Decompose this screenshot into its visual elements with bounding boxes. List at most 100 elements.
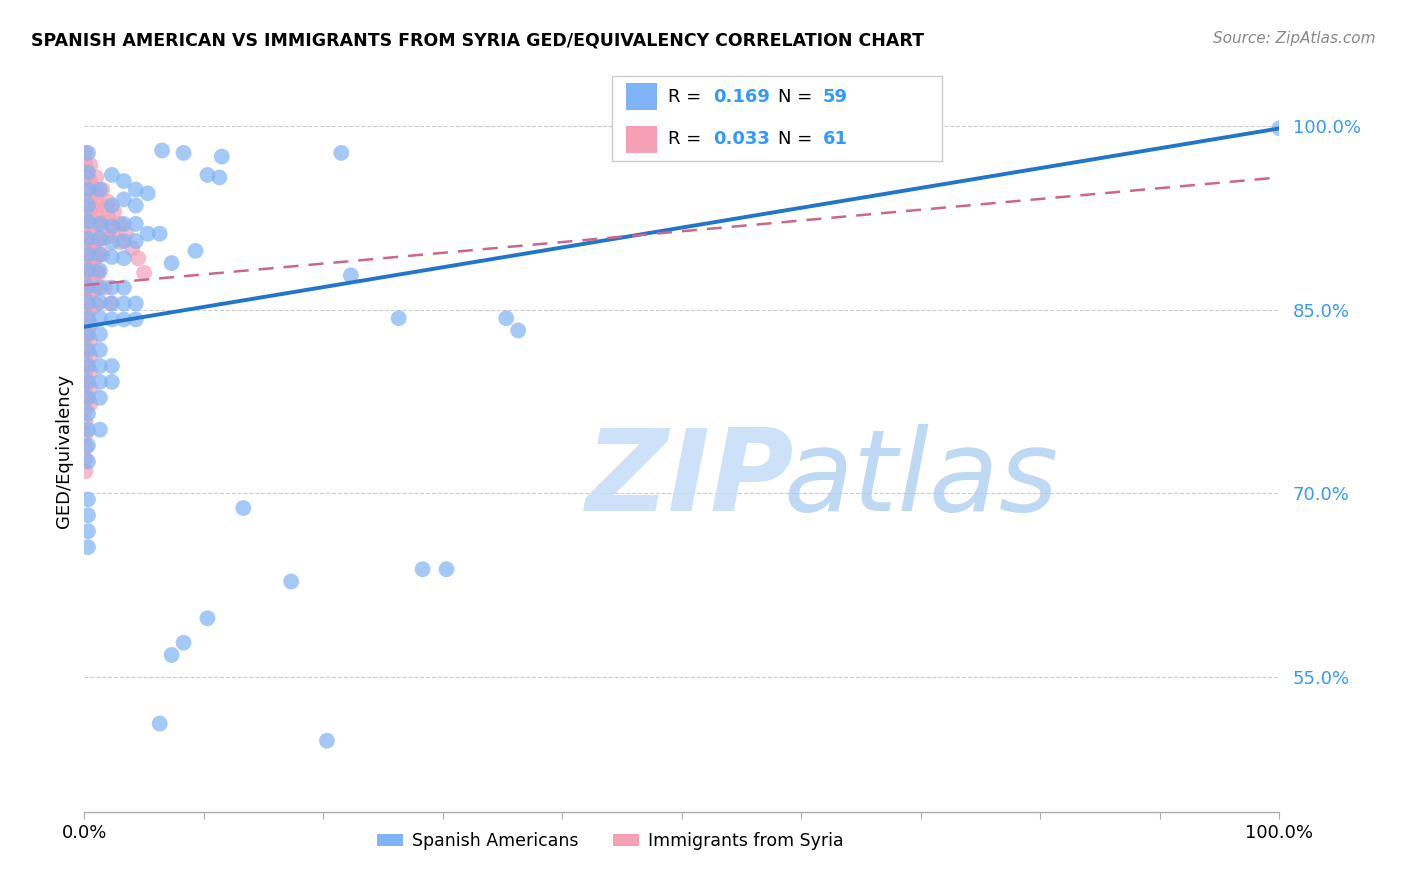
Point [101,198,124,212]
Point [87,266,110,280]
Text: N =: N = [778,88,817,106]
Point [93,280,115,294]
Point [82,235,104,250]
Point [86,298,108,312]
Text: atlas: atlas [783,424,1059,535]
Point [125,234,148,248]
Point [75,378,97,392]
Point [121,241,143,255]
Point [101,168,124,182]
Point [1268,121,1291,136]
Point [388,311,411,326]
Point [160,648,183,662]
Point [112,312,135,326]
Point [160,256,183,270]
Point [330,145,353,160]
Point [75,244,97,258]
Point [112,174,135,188]
Point [86,202,108,217]
Point [197,168,219,182]
Point [112,193,135,207]
Point [197,611,219,625]
Point [100,296,122,310]
Point [89,327,111,342]
Text: SPANISH AMERICAN VS IMMIGRANTS FROM SYRIA GED/EQUIVALENCY CORRELATION CHART: SPANISH AMERICAN VS IMMIGRANTS FROM SYRI… [31,31,924,49]
Point [75,464,97,478]
Point [101,250,124,264]
Point [77,165,100,179]
Point [91,247,114,261]
Point [89,423,111,437]
Point [101,296,124,310]
Point [75,329,97,343]
Point [125,312,148,326]
Point [97,211,120,225]
Point [79,381,101,395]
Point [77,343,100,357]
Point [75,145,97,160]
Point [77,183,100,197]
Point [75,342,97,356]
Point [89,217,111,231]
Point [86,282,108,296]
Point [115,227,138,241]
Point [77,454,100,468]
Point [79,174,101,188]
Point [232,501,254,516]
Point [77,327,100,342]
Point [103,204,125,219]
Point [150,144,173,158]
Point [75,354,97,368]
Point [101,359,124,373]
Text: R =: R = [668,130,707,148]
Point [75,158,97,172]
Point [280,574,302,589]
Y-axis label: GED/Equivalency: GED/Equivalency [55,374,73,527]
Point [79,333,101,347]
Point [82,251,104,265]
Point [316,733,339,747]
Point [79,237,101,252]
Point [77,231,100,245]
Point [89,343,111,357]
Point [89,311,111,326]
Text: 0.169: 0.169 [713,88,769,106]
Point [136,186,159,201]
Point [91,183,114,197]
Text: 61: 61 [823,130,848,148]
Point [89,391,111,405]
Point [75,440,97,454]
Point [91,198,114,212]
Text: 0.033: 0.033 [713,130,769,148]
Point [79,349,101,363]
Text: R =: R = [668,88,707,106]
Point [77,145,100,160]
Point [91,214,114,228]
Point [132,266,156,280]
Point [77,524,100,539]
Point [79,253,101,268]
Point [75,391,97,405]
Point [208,170,231,185]
Point [77,279,100,293]
Point [77,407,100,421]
Point [125,183,148,197]
Point [77,375,100,389]
Point [75,280,97,294]
Point [79,269,101,284]
Point [101,235,124,250]
Point [89,359,111,373]
Point [173,145,195,160]
Point [79,365,101,379]
Point [211,150,233,164]
Point [101,219,124,234]
Point [91,231,114,245]
Point [110,235,132,250]
Point [77,439,100,453]
Point [436,562,458,576]
Point [75,256,97,270]
Point [75,194,97,209]
Text: 59: 59 [823,88,848,106]
Point [112,280,135,294]
Point [89,280,111,294]
